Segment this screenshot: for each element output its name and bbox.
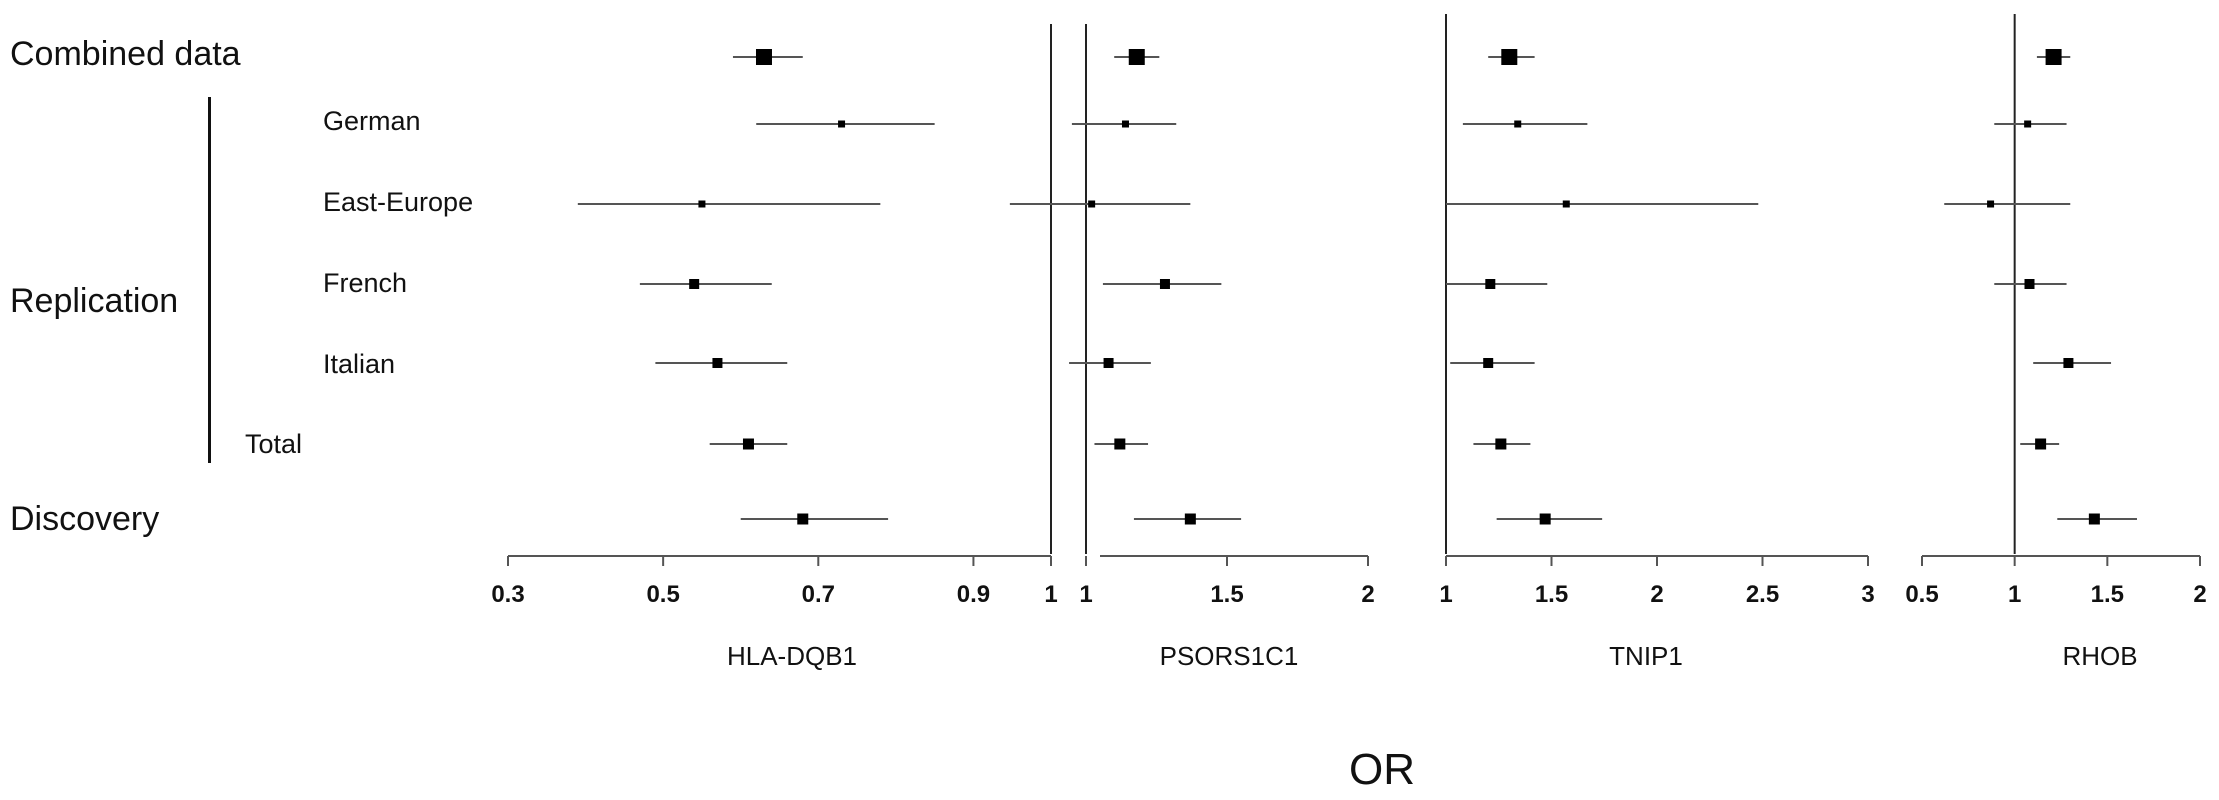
- psors1c1-point-italian: [1103, 358, 1114, 368]
- row-label-total: Total: [245, 429, 303, 459]
- rhob-point-italian: [2063, 358, 2074, 368]
- hla-dqb1-tick-label: 0.7: [802, 581, 835, 608]
- psors1c1-point-combined-data: [1128, 49, 1145, 65]
- tnip1-tick-label: 1: [1439, 581, 1452, 608]
- rhob-point-german: [2024, 120, 2032, 128]
- tnip1-point-german: [1514, 120, 1522, 128]
- rhob-point-total: [2035, 438, 2047, 450]
- hla-dqb1-tick-label: 1: [1044, 581, 1057, 608]
- psors1c1-point-total: [1114, 438, 1126, 450]
- tnip1-point-discovery: [1539, 513, 1551, 525]
- rhob-tick-label: 0.5: [1905, 581, 1938, 608]
- row-label-replication: Replication: [10, 282, 179, 320]
- row-label-discovery: Discovery: [10, 500, 160, 538]
- hla-dqb1-tick-label: 0.9: [957, 581, 990, 608]
- rhob-point-french: [2024, 279, 2035, 289]
- rhob-tick-label: 2: [2193, 581, 2206, 608]
- rhob-point-discovery: [2088, 513, 2100, 525]
- hla-dqb1-point-german: [838, 120, 846, 128]
- tnip1-tick-label: 3: [1861, 581, 1874, 608]
- psors1c1-tick-label: 2: [1361, 581, 1374, 608]
- rhob-point-combined-data: [2045, 49, 2062, 65]
- hla-dqb1-tick-label: 0.5: [646, 581, 679, 608]
- tnip1-tick-label: 2: [1650, 581, 1663, 608]
- tnip1-point-combined-data: [1501, 49, 1518, 65]
- x-axis-title: OR: [1349, 745, 1415, 794]
- row-label-german: German: [323, 106, 421, 136]
- row-label-italian: Italian: [323, 349, 396, 379]
- panel-title-rhob: RHOB: [2062, 641, 2138, 671]
- panel-title-psors1c1: PSORS1C1: [1159, 641, 1299, 671]
- row-label-combined: Combined data: [10, 35, 241, 73]
- tnip1-point-east-europe: [1562, 200, 1570, 208]
- panel-title-tnip1: TNIP1: [1609, 641, 1683, 671]
- tnip1-point-total: [1495, 438, 1507, 450]
- row-label-french: French: [323, 268, 408, 298]
- psors1c1-point-discovery: [1184, 513, 1196, 525]
- psors1c1-point-french: [1159, 279, 1170, 289]
- hla-dqb1-point-french: [689, 279, 700, 289]
- psors1c1-point-east-europe: [1088, 200, 1096, 208]
- hla-dqb1-tick-label: 0.3: [491, 581, 524, 608]
- hla-dqb1-point-italian: [712, 358, 723, 368]
- hla-dqb1-point-east-europe: [698, 200, 706, 208]
- tnip1-tick-label: 2.5: [1746, 581, 1779, 608]
- tnip1-point-french: [1485, 279, 1496, 289]
- replication-group-bracket: [208, 97, 211, 463]
- rhob-tick-label: 1.5: [2091, 581, 2124, 608]
- hla-dqb1-point-total: [742, 438, 754, 450]
- rhob-tick-label: 1: [2008, 581, 2021, 608]
- psors1c1-tick-label: 1: [1079, 581, 1092, 608]
- psors1c1-tick-label: 1.5: [1210, 581, 1243, 608]
- rhob-point-east-europe: [1987, 200, 1995, 208]
- tnip1-point-italian: [1483, 358, 1494, 368]
- panel-title-hla-dqb1: HLA-DQB1: [726, 641, 858, 671]
- row-label-east-europe: East-Europe: [323, 187, 474, 217]
- hla-dqb1-point-discovery: [797, 513, 809, 525]
- psors1c1-point-german: [1121, 120, 1129, 128]
- hla-dqb1-point-combined-data: [755, 49, 772, 65]
- tnip1-tick-label: 1.5: [1535, 581, 1568, 608]
